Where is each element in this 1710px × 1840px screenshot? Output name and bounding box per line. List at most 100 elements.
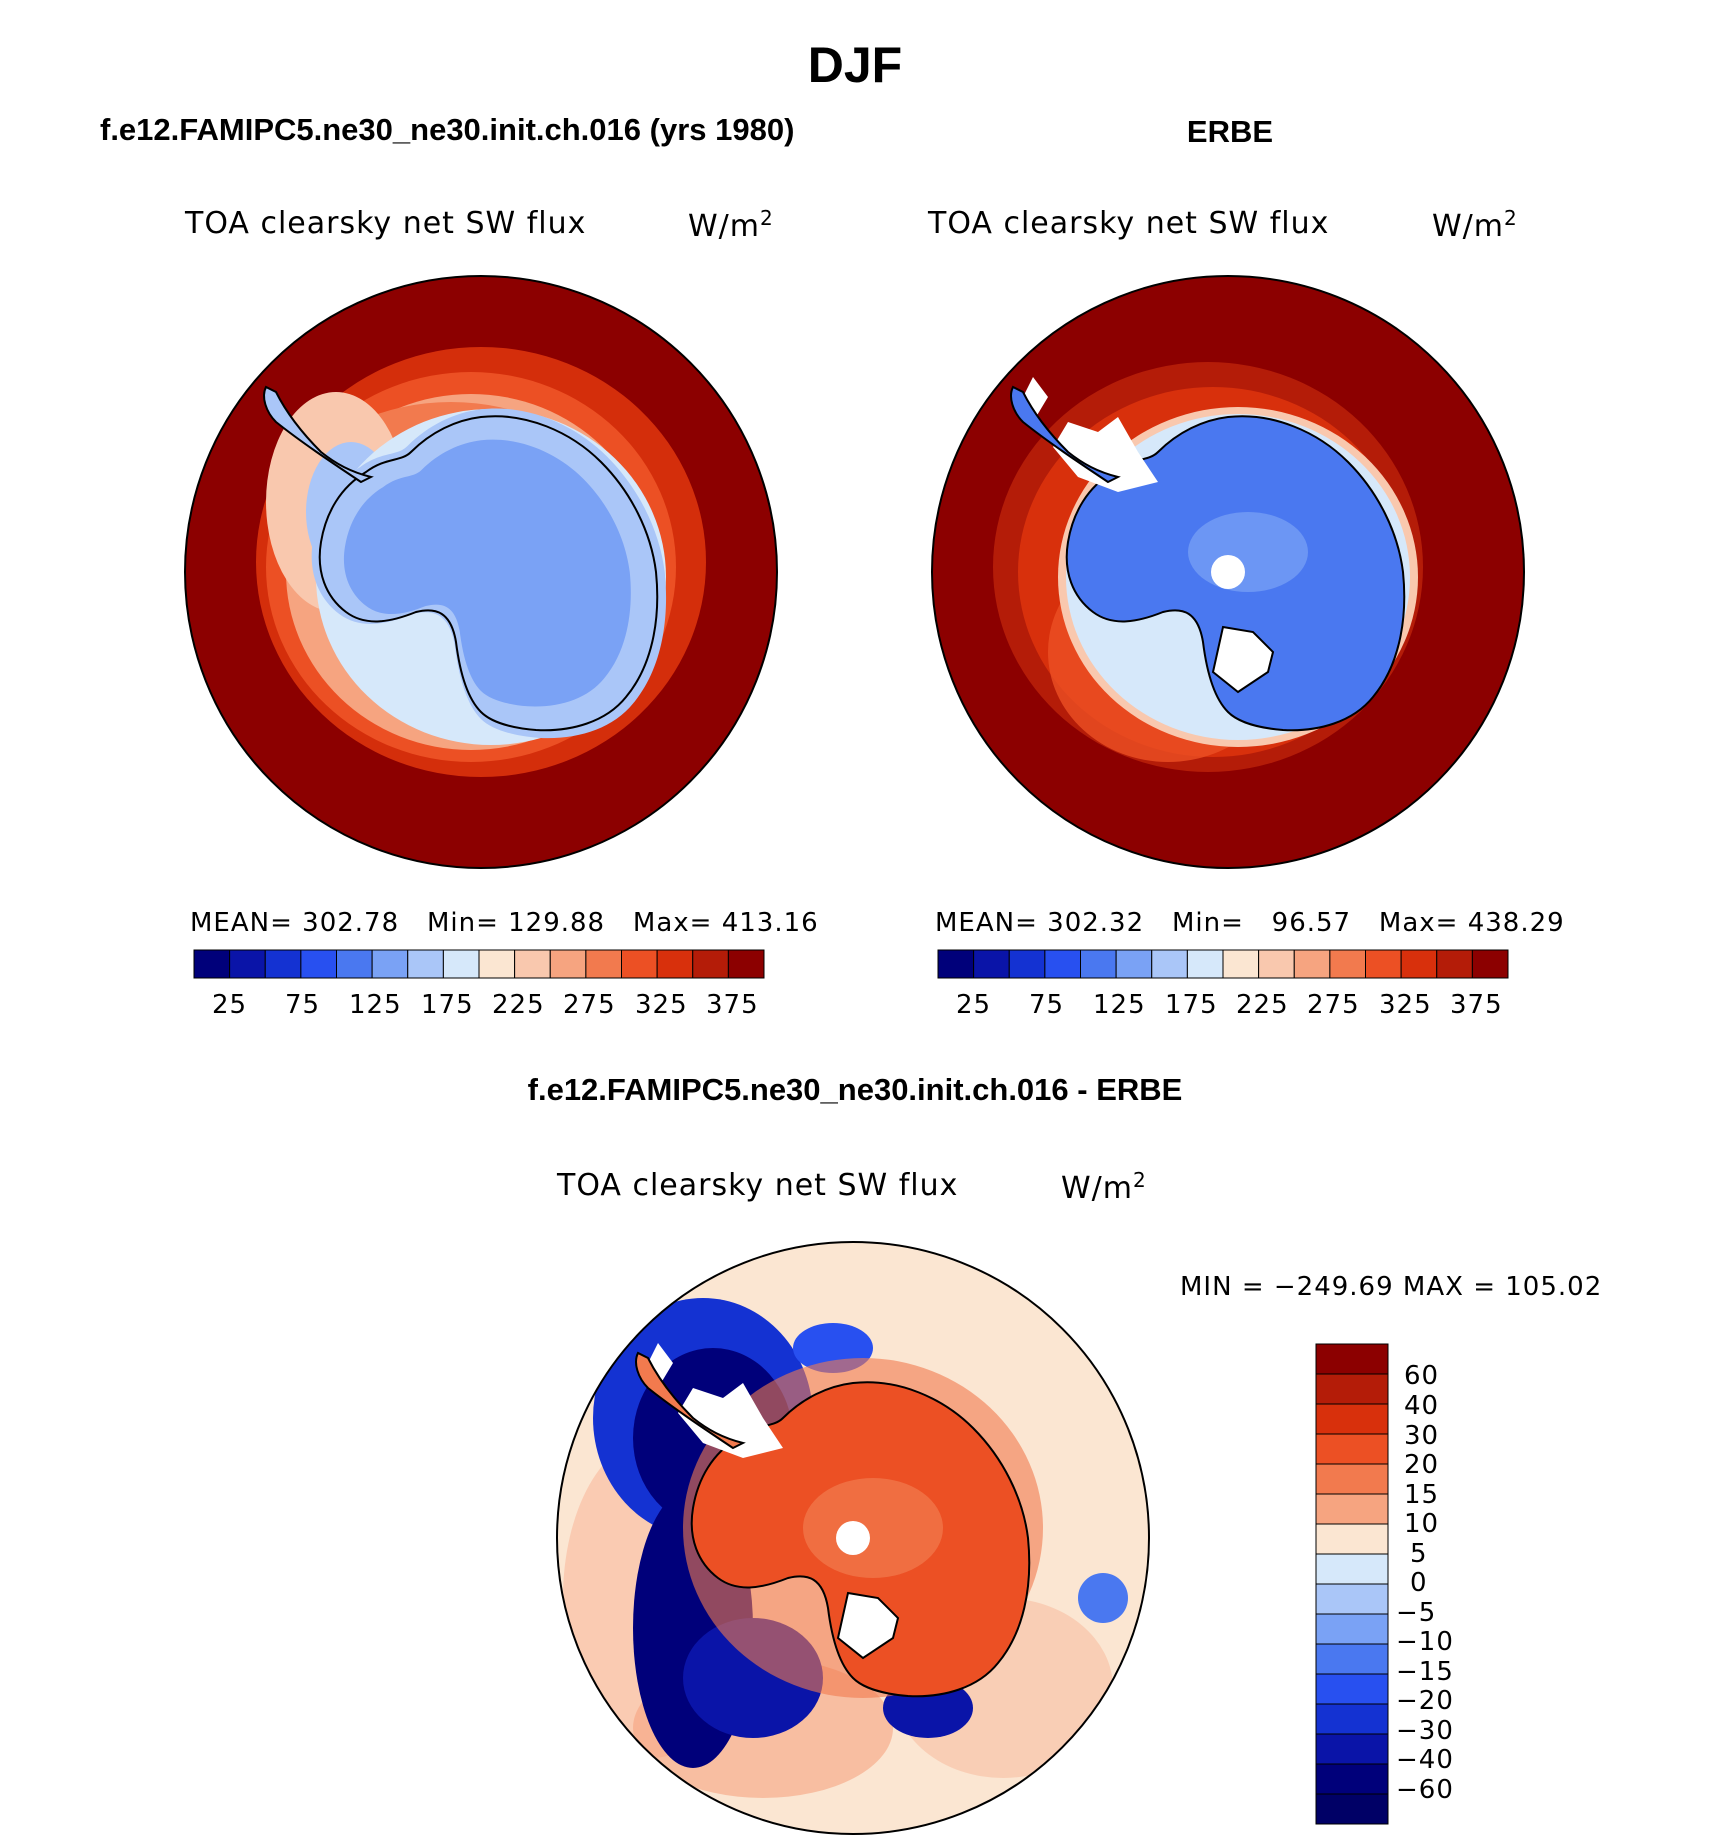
obs-polar-map [931, 275, 1525, 869]
colorbar-swatch [1315, 1523, 1389, 1555]
colorbar-swatch [1315, 1613, 1389, 1645]
tick-label: 325 [1379, 990, 1432, 1020]
tick-label: 175 [1165, 990, 1218, 1020]
tick-label: 5 [1410, 1539, 1428, 1569]
tick-label: 20 [1404, 1450, 1440, 1480]
colorbar-swatch [727, 949, 765, 979]
tick-label: 125 [1093, 990, 1146, 1020]
min-label: Min= [1171, 908, 1244, 938]
tick-label: 0 [1410, 1568, 1428, 1598]
model-panel-header: f.e12.FAMIPC5.ne30_ne30.init.ch.016 (yrs… [100, 112, 795, 147]
colorbar-swatch [1315, 1433, 1389, 1465]
colorbar-swatch [442, 949, 480, 979]
diff-polar-map [556, 1241, 1150, 1835]
obs-units-label: W/m2 [1432, 206, 1518, 244]
colorbar-swatch [1315, 1493, 1389, 1525]
mean-label: MEAN= [935, 908, 1038, 938]
colorbar-swatch [1315, 1763, 1389, 1795]
colorbar-swatch [1315, 1553, 1389, 1585]
min-label: Min= [426, 908, 499, 938]
colorbar-swatch [336, 949, 373, 979]
colorbar-swatch [1315, 1463, 1389, 1495]
colorbar-swatch [1008, 949, 1046, 979]
model-units-label: W/m2 [688, 206, 774, 244]
tick-label: 25 [956, 990, 992, 1020]
tick-label: −60 [1396, 1775, 1454, 1805]
colorbar-swatch [1186, 949, 1224, 979]
colorbar-swatch [1315, 1703, 1389, 1735]
min-value: 96.57 [1271, 908, 1352, 938]
model-polar-map [184, 275, 778, 869]
tick-label: 40 [1404, 1391, 1440, 1421]
colorbar-swatch [656, 949, 694, 979]
max-label: Max= [632, 908, 713, 938]
colorbar-swatch [478, 949, 516, 979]
max-label: MAX = [1402, 1272, 1496, 1302]
colorbar-swatch [229, 949, 266, 979]
colorbar-swatch [1315, 1793, 1389, 1825]
max-value: 105.02 [1505, 1272, 1603, 1302]
diff-units-label: W/m2 [1061, 1168, 1147, 1206]
colorbar-swatch [1315, 1673, 1389, 1705]
tick-label: 60 [1404, 1361, 1440, 1391]
colorbar-swatch [692, 949, 729, 979]
min-value: 129.88 [508, 908, 606, 938]
min-value: −249.69 [1273, 1272, 1394, 1302]
model-variable-label: TOA clearsky net SW flux [185, 206, 587, 241]
diff-variable-label: TOA clearsky net SW flux [557, 1168, 959, 1203]
tick-label: −15 [1396, 1657, 1454, 1687]
colorbar-swatch [264, 949, 302, 979]
diff-panel-header: f.e12.FAMIPC5.ne30_ne30.init.ch.016 - ER… [527, 1072, 1183, 1107]
model-colorbar [193, 949, 765, 979]
colorbar-swatch [1315, 1733, 1389, 1765]
tick-label: 225 [492, 990, 545, 1020]
colorbar-swatch [621, 949, 658, 979]
tick-label: 225 [1236, 990, 1289, 1020]
tick-label: −40 [1396, 1745, 1454, 1775]
tick-label: −30 [1396, 1716, 1454, 1746]
colorbar-swatch [1315, 1583, 1389, 1615]
tick-label: 275 [563, 990, 616, 1020]
colorbar-swatch [193, 949, 231, 979]
tick-label: −5 [1396, 1598, 1437, 1628]
units-exponent: 2 [760, 206, 774, 230]
colorbar-swatch [1151, 949, 1188, 979]
colorbar-swatch [1222, 949, 1260, 979]
tick-label: 375 [706, 990, 759, 1020]
colorbar-swatch [1044, 949, 1081, 979]
tick-label: −10 [1396, 1627, 1454, 1657]
tick-label: 375 [1450, 990, 1503, 1020]
colorbar-swatch [1258, 949, 1295, 979]
tick-label: 10 [1404, 1509, 1440, 1539]
units-exponent: 2 [1133, 1168, 1147, 1192]
model-stats: MEAN= 302.78 Min= 129.88 Max= 413.16 [190, 908, 819, 938]
min-label: MIN = [1180, 1272, 1265, 1302]
tick-label: 75 [285, 990, 321, 1020]
colorbar-swatch [371, 949, 409, 979]
diff-stats: MIN = −249.69 MAX = 105.02 [1180, 1272, 1602, 1302]
colorbar-swatch [973, 949, 1010, 979]
colorbar-swatch [1115, 949, 1153, 979]
colorbar-swatch [1080, 949, 1117, 979]
tick-label: −20 [1396, 1686, 1454, 1716]
colorbar-swatch [1315, 1643, 1389, 1675]
colorbar-swatch [1315, 1373, 1389, 1405]
obs-colorbar [937, 949, 1509, 979]
max-label: Max= [1378, 908, 1459, 938]
colorbar-swatch [407, 949, 444, 979]
obs-stats: MEAN= 302.32 Min= 96.57 Max= 438.29 [935, 908, 1565, 938]
tick-label: 30 [1404, 1421, 1440, 1451]
tick-label: 25 [212, 990, 248, 1020]
obs-panel-header: ERBE [1186, 114, 1274, 149]
mean-value: 302.78 [302, 908, 400, 938]
colorbar-swatch [549, 949, 587, 979]
units-exponent: 2 [1504, 206, 1518, 230]
tick-label: 325 [635, 990, 688, 1020]
figure-title: DJF [807, 37, 903, 93]
colorbar-swatch [1315, 1403, 1389, 1435]
colorbar-swatch [514, 949, 551, 979]
colorbar-swatch [300, 949, 337, 979]
tick-label: 75 [1029, 990, 1065, 1020]
obs-variable-label: TOA clearsky net SW flux [928, 206, 1330, 241]
